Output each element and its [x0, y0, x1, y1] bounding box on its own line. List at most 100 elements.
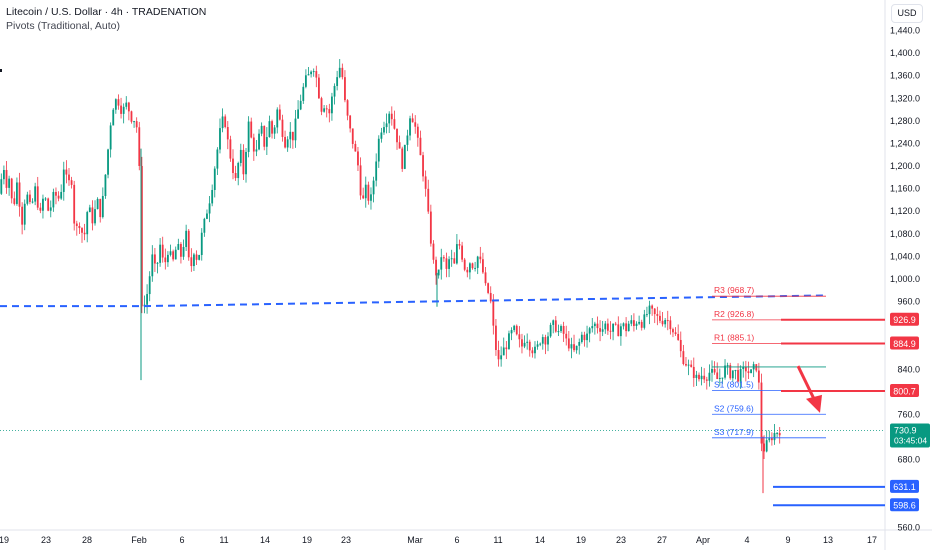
candle-body: [435, 259, 437, 276]
candle-body: [703, 375, 706, 380]
price-tag-label: 631.1: [893, 482, 916, 492]
candle-body: [700, 375, 703, 380]
candle-body: [633, 320, 635, 326]
current-price-value: 730.9: [894, 425, 917, 435]
price-tag-label: 598.6: [893, 500, 916, 510]
candle-body: [502, 347, 505, 356]
candle-body: [659, 315, 661, 321]
candle-body: [219, 128, 221, 150]
candle-body: [281, 119, 284, 137]
candle-body: [406, 135, 409, 145]
candle-body: [455, 244, 458, 264]
pivot-label-s3: S3 (717.9): [714, 427, 754, 437]
candle-body: [299, 100, 302, 110]
candle-body: [375, 161, 378, 181]
candle-body: [13, 198, 16, 204]
y-tick-label: 760.0: [897, 410, 920, 420]
candle-body: [70, 180, 73, 185]
candle-body: [107, 149, 109, 175]
candle-body: [768, 438, 771, 441]
candle-body: [484, 272, 487, 284]
candle-body: [317, 77, 320, 99]
candle-body: [52, 191, 55, 208]
candle-body: [245, 151, 247, 175]
price-tag-label: 800.7: [893, 386, 916, 396]
candle-body: [351, 128, 354, 144]
candle-body: [268, 121, 271, 138]
candle-body: [708, 372, 711, 381]
candle-body: [224, 116, 227, 128]
candles: [0, 59, 781, 459]
candle-body: [83, 232, 86, 235]
y-tick-label: 1,200.0: [890, 161, 920, 171]
candle-body: [29, 194, 31, 202]
candle-body: [627, 323, 630, 332]
candle-body: [672, 329, 674, 333]
candle-body: [234, 173, 237, 179]
candle-body: [458, 244, 461, 246]
candle-body: [515, 325, 518, 335]
candle-body: [414, 122, 417, 127]
candle-body: [156, 262, 159, 264]
candle-body: [195, 254, 198, 260]
candle-body: [612, 323, 614, 332]
candle-body: [286, 139, 289, 148]
candle-body: [344, 77, 346, 101]
candle-body: [39, 207, 42, 211]
x-tick-label: 23: [341, 535, 351, 545]
candle-body: [554, 320, 557, 332]
price-tag: [890, 312, 919, 326]
candle-body: [289, 131, 292, 140]
candle-body: [601, 329, 604, 332]
candle-body: [396, 128, 398, 143]
candle-body: [646, 314, 648, 316]
candle-body: [643, 314, 646, 328]
candle-body: [125, 102, 128, 107]
candle-body: [698, 374, 700, 380]
candle-body: [68, 174, 70, 181]
candle-body: [674, 332, 677, 334]
candle-body: [411, 118, 414, 123]
candle-body: [487, 283, 490, 293]
candle-body: [62, 169, 65, 192]
candle-body: [182, 246, 185, 257]
candle-body: [656, 314, 659, 316]
x-tick-label: 9: [785, 535, 790, 545]
candle-body: [617, 324, 620, 337]
x-tick-label: 14: [535, 535, 545, 545]
candle-body: [427, 188, 430, 212]
candle-body: [776, 432, 779, 434]
indicator-label[interactable]: Pivots (Traditional, Auto): [6, 20, 120, 32]
candle-body: [213, 168, 216, 190]
candle-body: [338, 67, 341, 78]
candle-body: [255, 149, 258, 152]
candle-body: [492, 301, 495, 326]
candle-body: [385, 123, 388, 128]
candle-body: [180, 244, 182, 257]
x-tick-label: 27: [657, 535, 667, 545]
candle-body: [471, 263, 474, 269]
candle-body: [278, 109, 281, 120]
candle-body: [416, 126, 419, 138]
candle-body: [463, 259, 466, 270]
candle-body: [609, 330, 612, 332]
candle-body: [583, 334, 586, 341]
candle-body: [586, 333, 588, 341]
candle-body: [763, 443, 765, 452]
x-tick-label: 17: [867, 535, 877, 545]
current-price-countdown: 03:45:04: [894, 435, 927, 445]
candle-body: [424, 176, 427, 189]
candle-body: [42, 198, 44, 211]
candle-body: [606, 323, 609, 331]
candle-body: [531, 350, 534, 354]
candle-body: [690, 364, 693, 367]
candle-body: [36, 186, 39, 208]
candle-body: [323, 108, 326, 112]
currency-button[interactable]: USD: [891, 4, 923, 23]
candle-body: [120, 105, 122, 114]
candle-body: [91, 207, 94, 224]
candle-body: [221, 116, 224, 129]
candle-body: [320, 98, 323, 112]
candle-body: [549, 324, 552, 337]
